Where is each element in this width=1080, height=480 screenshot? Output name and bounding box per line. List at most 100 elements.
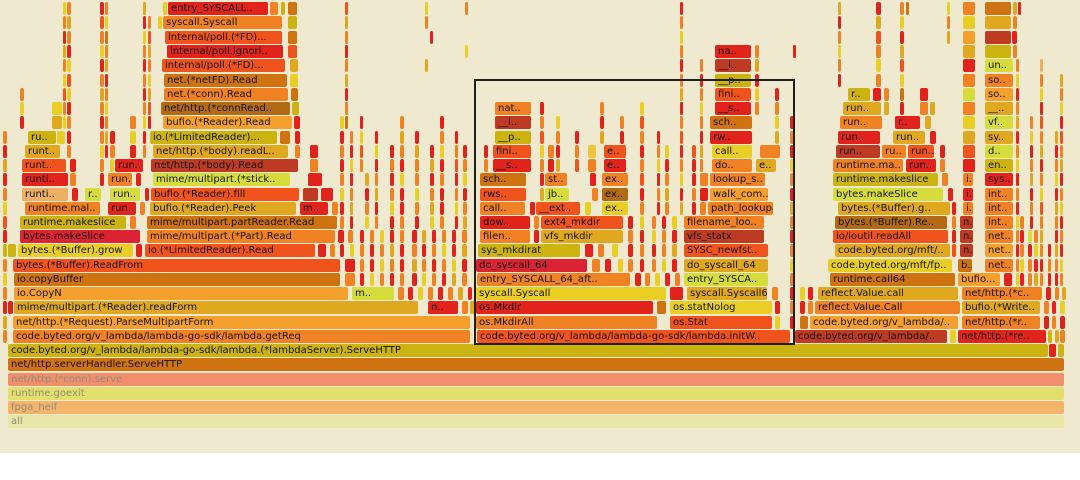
frame-stripe[interactable] xyxy=(1060,216,1063,229)
frame-stripe[interactable] xyxy=(1040,230,1043,243)
frame-stripe[interactable] xyxy=(345,102,348,115)
frame-stripe[interactable] xyxy=(3,216,7,229)
frame-block[interactable]: m.. xyxy=(352,287,394,300)
frame-stripe[interactable] xyxy=(652,216,656,229)
frame-stripe[interactable] xyxy=(20,116,24,129)
frame-stripe[interactable] xyxy=(876,16,881,29)
frame-block[interactable]: os.Stat xyxy=(670,316,772,329)
frame-stripe[interactable] xyxy=(348,230,353,243)
frame-stripe[interactable] xyxy=(415,188,419,201)
frame-stripe[interactable] xyxy=(540,173,544,186)
frame-stripe[interactable] xyxy=(350,216,353,229)
frame-stripe[interactable] xyxy=(640,131,644,144)
frame-stripe[interactable] xyxy=(700,59,703,72)
frame-stripe[interactable] xyxy=(665,159,669,172)
frame-block[interactable]: d.. xyxy=(985,145,1013,158)
frame-stripe[interactable] xyxy=(1016,159,1019,172)
frame-stripe[interactable] xyxy=(430,216,434,229)
frame-block[interactable]: ex.. xyxy=(602,188,628,201)
frame-stripe[interactable] xyxy=(640,259,644,272)
frame-stripe[interactable] xyxy=(1030,145,1033,158)
frame-stripe[interactable] xyxy=(884,88,889,101)
frame-stripe[interactable] xyxy=(143,16,146,29)
frame-stripe[interactable] xyxy=(657,202,660,215)
frame-block[interactable]: mime/multipart.(*Reader).readForm xyxy=(14,301,418,314)
frame-stripe[interactable] xyxy=(1016,216,1019,229)
frame-stripe[interactable] xyxy=(1030,188,1033,201)
frame-stripe[interactable] xyxy=(930,131,936,144)
frame-stripe[interactable] xyxy=(540,159,544,172)
frame-stripe[interactable] xyxy=(105,59,108,72)
frame-stripe[interactable] xyxy=(930,102,935,115)
frame-block[interactable]: io.(*LimitedReader)... xyxy=(150,131,277,144)
frame-stripe[interactable] xyxy=(143,116,146,129)
frame-stripe[interactable] xyxy=(530,202,535,215)
frame-stripe[interactable] xyxy=(1055,159,1058,172)
frame-stripe[interactable] xyxy=(455,188,458,201)
frame-stripe[interactable] xyxy=(422,244,426,257)
frame-block[interactable]: SYSC_newfst.. xyxy=(684,244,768,257)
frame-block[interactable]: net/http.(*connRead.. xyxy=(161,102,290,115)
frame-block[interactable]: sch.. xyxy=(710,116,752,129)
frame-stripe[interactable] xyxy=(130,131,136,144)
frame-stripe[interactable] xyxy=(1040,159,1043,172)
frame-stripe[interactable] xyxy=(330,244,335,257)
frame-block[interactable]: net.. xyxy=(985,244,1013,257)
frame-stripe[interactable] xyxy=(484,159,488,172)
frame-stripe[interactable] xyxy=(20,88,24,101)
frame-stripe[interactable] xyxy=(105,88,108,101)
frame-stripe[interactable] xyxy=(3,230,7,243)
frame-stripe[interactable] xyxy=(452,259,456,272)
frame-stripe[interactable] xyxy=(963,116,975,129)
frame-stripe[interactable] xyxy=(772,287,778,300)
frame-block[interactable]: net/http.(*r.. xyxy=(962,316,1040,329)
frame-stripe[interactable] xyxy=(360,230,364,243)
frame-stripe[interactable] xyxy=(952,244,956,257)
frame-block[interactable]: run.. xyxy=(110,188,140,201)
frame-stripe[interactable] xyxy=(1055,188,1058,201)
frame-block[interactable]: sys_mkdirat xyxy=(478,244,580,257)
frame-stripe[interactable] xyxy=(775,301,780,314)
frame-stripe[interactable] xyxy=(1040,74,1043,87)
frame-stripe[interactable] xyxy=(430,145,434,158)
frame-stripe[interactable] xyxy=(280,131,290,144)
frame-stripe[interactable] xyxy=(440,173,444,186)
frame-stripe[interactable] xyxy=(398,287,404,300)
frame-stripe[interactable] xyxy=(3,159,7,172)
frame-block[interactable]: reflect.Value.call xyxy=(818,287,958,300)
frame-block[interactable]: net/http.(*c.. xyxy=(962,287,1042,300)
frame-stripe[interactable] xyxy=(3,301,7,314)
frame-stripe[interactable] xyxy=(340,159,344,172)
frame-stripe[interactable] xyxy=(468,287,472,300)
frame-block[interactable]: bufio.(*Reader).Peek xyxy=(150,202,296,215)
frame-block[interactable]: internal/poll.ignori.. xyxy=(167,45,283,58)
frame-stripe[interactable] xyxy=(400,244,404,257)
frame-stripe[interactable] xyxy=(985,16,1011,29)
frame-stripe[interactable] xyxy=(140,202,145,215)
frame-stripe[interactable] xyxy=(67,116,71,129)
frame-stripe[interactable] xyxy=(1055,259,1058,272)
frame-stripe[interactable] xyxy=(105,45,108,58)
frame-stripe[interactable] xyxy=(1013,2,1017,15)
frame-stripe[interactable] xyxy=(462,301,468,314)
frame-stripe[interactable] xyxy=(1048,244,1051,257)
frame-block[interactable]: bufio.(*Reader).fill xyxy=(151,188,299,201)
frame-stripe[interactable] xyxy=(67,145,71,158)
frame-stripe[interactable] xyxy=(163,2,167,15)
frame-stripe[interactable] xyxy=(390,145,394,158)
frame-stripe[interactable] xyxy=(790,273,794,286)
frame-stripe[interactable] xyxy=(380,244,384,257)
frame-stripe[interactable] xyxy=(67,45,71,58)
frame-stripe[interactable] xyxy=(1055,273,1058,286)
frame-stripe[interactable] xyxy=(400,145,404,158)
frame-stripe[interactable] xyxy=(400,273,404,286)
frame-stripe[interactable] xyxy=(952,216,956,229)
frame-block[interactable]: call.. xyxy=(480,202,525,215)
frame-stripe[interactable] xyxy=(665,202,669,215)
frame-stripe[interactable] xyxy=(148,59,151,72)
frame-stripe[interactable] xyxy=(145,188,149,201)
frame-stripe[interactable] xyxy=(775,102,779,115)
frame-stripe[interactable] xyxy=(1060,159,1063,172)
frame-stripe[interactable] xyxy=(72,188,78,201)
frame-stripe[interactable] xyxy=(67,102,71,115)
